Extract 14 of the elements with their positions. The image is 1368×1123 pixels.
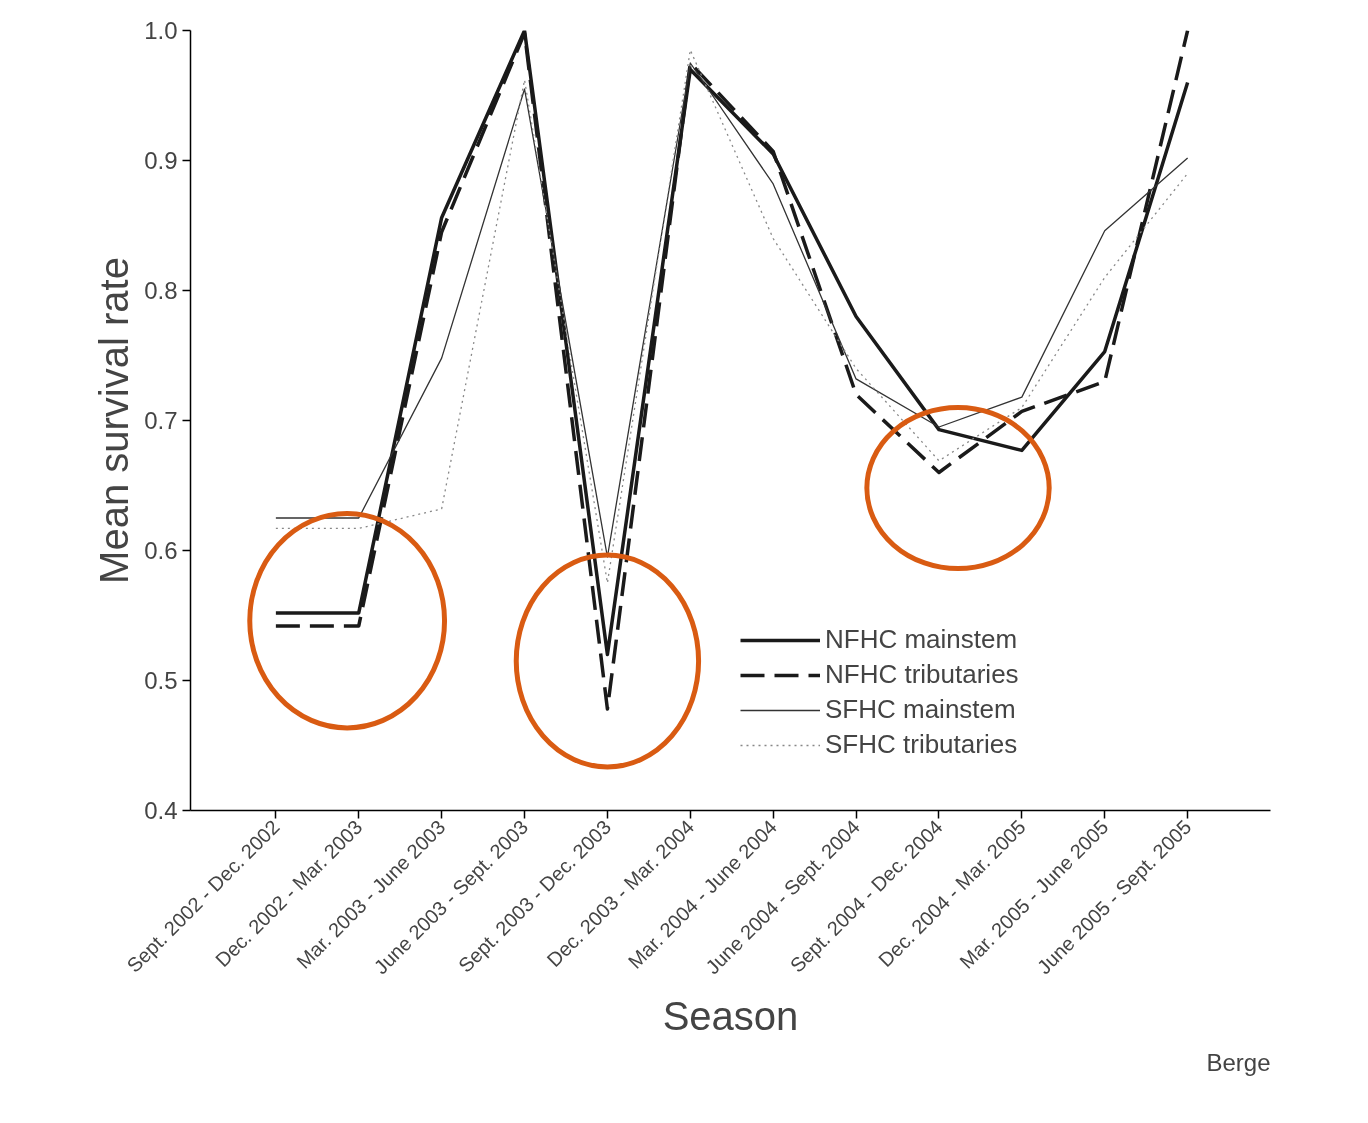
- legend-label: NFHC mainstem: [825, 624, 1018, 655]
- y-tick-label: 0.6: [144, 537, 178, 564]
- legend-label: NFHC tributaries: [825, 659, 1019, 690]
- y-tick-label: 1.0: [144, 17, 178, 44]
- x-axis-title: Season: [662, 994, 799, 1039]
- y-tick-label: 0.9: [144, 147, 178, 174]
- legend-label: SFHC tributaries: [825, 729, 1018, 760]
- legend-label: SFHC mainstem: [825, 694, 1016, 725]
- y-axis-title: Mean survival rate: [92, 257, 137, 584]
- y-tick-label: 0.4: [144, 797, 178, 824]
- text: Berge: [1206, 1048, 1271, 1076]
- y-tick-label: 0.8: [144, 277, 178, 304]
- y-tick-label: 0.7: [144, 407, 178, 434]
- y-tick-label: 0.5: [144, 667, 178, 694]
